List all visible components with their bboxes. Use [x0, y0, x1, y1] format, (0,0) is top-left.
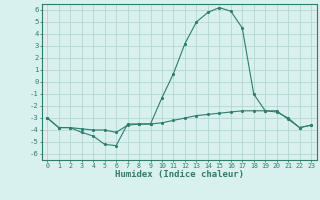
X-axis label: Humidex (Indice chaleur): Humidex (Indice chaleur) [115, 170, 244, 179]
